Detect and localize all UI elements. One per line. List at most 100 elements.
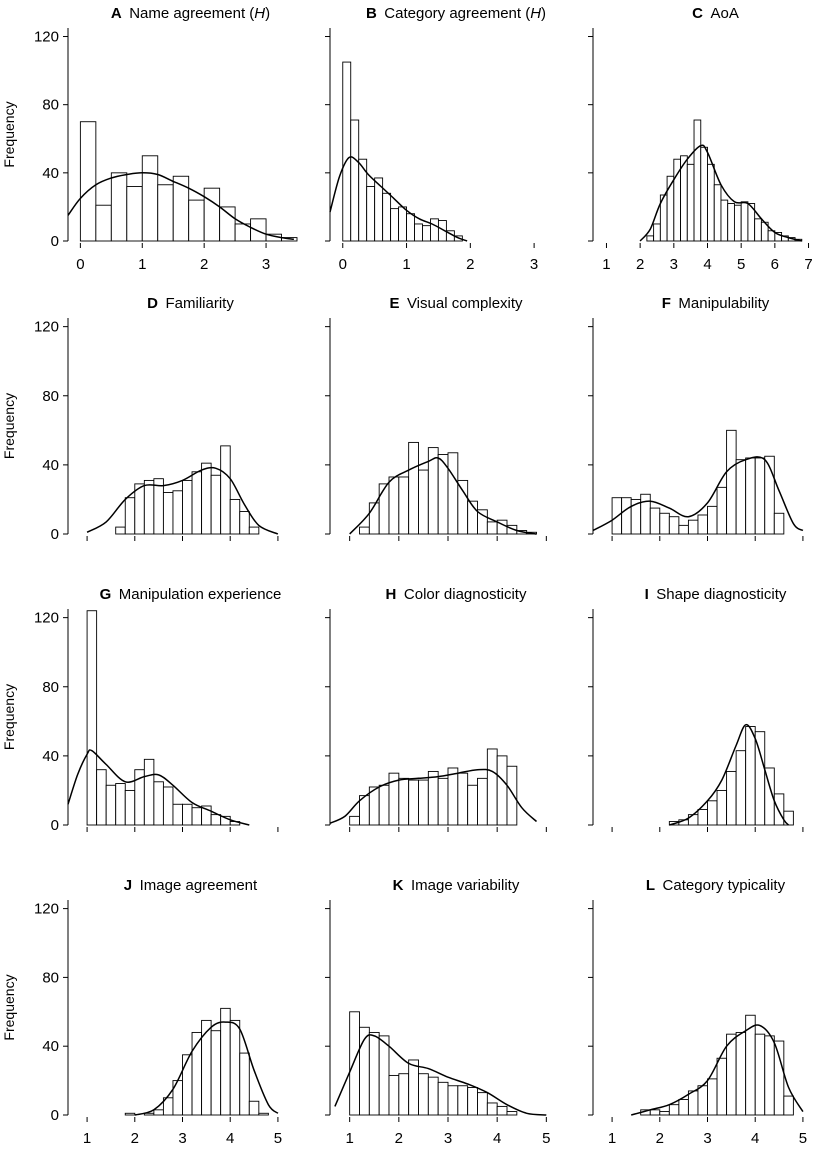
x-tick-label: 0	[76, 256, 84, 273]
histogram-bar	[740, 201, 749, 242]
panel-letter: E	[389, 295, 399, 312]
histogram-bar	[349, 1011, 360, 1116]
x-tick-label: 2	[200, 256, 208, 273]
y-axis-label: Frequency	[1, 101, 17, 167]
histogram-bar	[773, 793, 785, 826]
histogram-bar	[427, 1076, 439, 1116]
x-tick-label: 4	[226, 1130, 234, 1147]
panel-title-text: Image agreement	[140, 877, 258, 894]
histogram-bar	[153, 781, 164, 826]
panel-title: F Manipulability	[662, 295, 770, 312]
histogram-bar	[506, 524, 518, 535]
panel-title: K Image variability	[393, 877, 520, 894]
density-curve	[334, 1034, 547, 1116]
density-curve	[349, 456, 537, 535]
x-tick-label: 4	[703, 256, 711, 273]
x-tick-label: 5	[542, 1130, 550, 1147]
x-tick-label: 5	[737, 256, 745, 273]
histogram-bar	[427, 770, 439, 826]
density-curve	[134, 1021, 279, 1116]
panel-title: J Image agreement	[124, 877, 258, 894]
histogram-bar	[418, 779, 429, 826]
histogram-bar	[764, 455, 775, 535]
y-tick-label: 40	[42, 1038, 59, 1055]
panel-a: A Name agreement (H) 0 40 80 120 Frequency 0 1 2…	[1, 5, 298, 273]
histogram-bar	[141, 155, 159, 242]
histogram-bar	[486, 521, 498, 535]
x-tick-label: 1	[402, 256, 410, 273]
histogram-bar	[477, 777, 488, 826]
density-curve	[67, 749, 250, 826]
x-tick-label: 5	[274, 1130, 282, 1147]
histogram-bar	[773, 1040, 785, 1116]
panel-letter: D	[147, 295, 158, 312]
histogram-bar	[447, 767, 459, 826]
histogram-bar	[754, 731, 766, 826]
x-tick-label: 3	[670, 256, 678, 273]
histogram-bar	[653, 223, 661, 242]
panel-f: F Manipulability	[588, 295, 804, 541]
histogram-bar	[368, 502, 380, 535]
histogram-bar	[115, 783, 126, 826]
histogram-bar	[640, 493, 651, 535]
title-gap	[655, 877, 663, 894]
panel-title-text: Manipulability	[678, 295, 769, 312]
panel-title-text: AoA	[710, 5, 738, 22]
histogram-bar	[201, 462, 212, 535]
title-gap	[377, 5, 385, 22]
histogram-bar	[388, 1074, 400, 1116]
histogram-bar	[745, 457, 756, 535]
panel-title-text: Color diagnosticity	[404, 586, 527, 603]
histogram-bar	[96, 769, 107, 826]
histogram-bar	[754, 457, 766, 535]
histogram-bar	[162, 786, 174, 826]
histogram-bar	[726, 770, 737, 826]
histogram-bar	[105, 784, 117, 826]
histogram-bar	[697, 514, 708, 535]
panel-d: D Familiarity 0 40 80 120 Frequency	[1, 295, 279, 543]
histogram-bar	[414, 223, 423, 242]
histogram-bar	[486, 1102, 498, 1116]
histogram-bar	[720, 199, 729, 242]
histogram-bar	[716, 486, 728, 535]
histogram-bar	[182, 1054, 193, 1116]
histogram-bar	[659, 1111, 670, 1116]
histogram-bar	[250, 218, 267, 242]
x-tick-label: 3	[703, 1130, 711, 1147]
histogram-bar	[398, 777, 410, 826]
title-gap	[158, 295, 166, 312]
panel-title: D Familiarity	[147, 295, 234, 312]
histogram-bar	[649, 507, 661, 535]
panel-j: J Image agreement 0 40 80 120 Frequency 1 2 3 4 5	[1, 877, 282, 1147]
y-tick-label: 120	[34, 901, 59, 918]
histogram-bar	[726, 429, 737, 535]
histogram-bar	[210, 1030, 222, 1116]
histogram-bar	[172, 803, 183, 826]
x-tick-label: 2	[636, 256, 644, 273]
y-tick-label: 40	[42, 748, 59, 765]
y-tick-label: 80	[42, 969, 59, 986]
panel-k: K Image variability 1 2 3 4 5	[325, 877, 551, 1147]
histogram-bar	[378, 1035, 390, 1116]
histogram-bar	[733, 204, 742, 242]
panel-letter: K	[393, 877, 404, 894]
histogram-bar	[418, 1073, 429, 1116]
histogram-bar	[754, 218, 762, 242]
panel-title: L Category typicality	[646, 877, 786, 894]
panel-title: I Shape diagnosticity	[645, 586, 787, 603]
panel-title-italic: H	[254, 5, 265, 22]
x-tick-label: 2	[395, 1130, 403, 1147]
panel-title: G Manipulation experience	[100, 586, 282, 603]
histogram-bar	[350, 119, 360, 242]
density-curve	[86, 466, 279, 535]
histogram-bar	[707, 505, 718, 535]
density-curve	[329, 156, 468, 242]
x-tick-label: 4	[493, 1130, 501, 1147]
histogram-bar	[437, 1081, 449, 1116]
histogram-bar	[713, 184, 722, 242]
y-tick-label: 0	[51, 1107, 59, 1124]
panel-title-text: Category agreement (	[384, 5, 530, 22]
histogram-bar	[378, 483, 390, 535]
y-tick-label: 0	[51, 526, 59, 543]
